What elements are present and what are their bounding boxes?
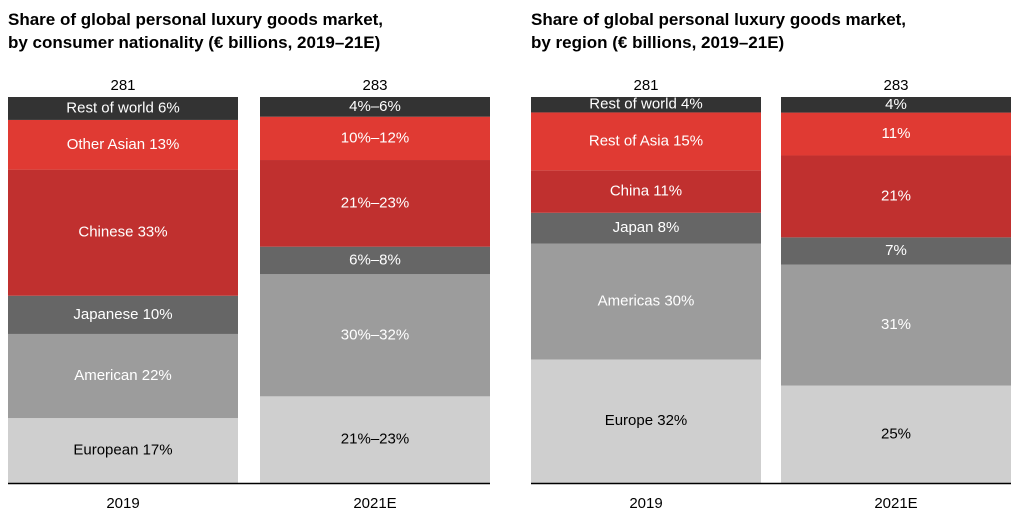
bar-segment — [531, 359, 761, 483]
segment-label: Americas 30% — [598, 293, 695, 310]
value-label: 21%–23% — [341, 431, 409, 448]
chart-title: by consumer nationality (€ billions, 201… — [8, 33, 380, 52]
value-label: 21%–23% — [341, 194, 409, 211]
bar-segment — [8, 119, 238, 170]
segment-label: American 22% — [74, 367, 172, 384]
value-label: 10%–12% — [341, 129, 409, 146]
value-label: 25% — [881, 425, 911, 442]
segment-label: 21%–23% — [341, 194, 409, 211]
segment-label: Rest of world 6% — [66, 99, 179, 116]
bar-segment — [531, 243, 761, 360]
value-label: 6%–8% — [349, 251, 401, 268]
x-tick-label: 2019 — [629, 495, 662, 512]
chart-title: Share of global personal luxury goods ma… — [8, 10, 383, 29]
segment-label: Other Asian 13% — [67, 136, 180, 153]
bar-segment — [531, 112, 761, 171]
series-name: China — [610, 183, 650, 200]
chart: Share of global personal luxury goods ma… — [8, 10, 490, 512]
bar-segment — [781, 112, 1011, 156]
value-label: 4% — [681, 96, 703, 113]
segment-label: 21% — [881, 187, 911, 204]
bar-segment — [781, 237, 1011, 265]
total-label: 281 — [110, 77, 135, 94]
chart-title: Share of global personal luxury goods ma… — [531, 10, 906, 29]
segment-label: Chinese 33% — [78, 224, 167, 241]
bar-segment — [8, 333, 238, 419]
bar-segment — [260, 274, 490, 397]
series-name: Europe — [605, 412, 653, 429]
segment-label: China 11% — [610, 183, 682, 200]
value-label: 17% — [143, 441, 173, 458]
value-label: 10% — [143, 306, 173, 323]
segment-label: 7% — [885, 242, 907, 259]
segment-label: 6%–8% — [349, 251, 401, 268]
segment-label: European 17% — [73, 441, 172, 458]
value-label: 4%–6% — [349, 98, 401, 115]
value-label: 22% — [142, 367, 172, 384]
series-name: Americas — [598, 293, 661, 310]
bar-segment — [260, 396, 490, 483]
bar-segment — [781, 97, 1011, 113]
bar-segment — [8, 97, 238, 120]
x-tick-label: 2021E — [353, 495, 396, 512]
chart: Share of global personal luxury goods ma… — [531, 10, 1011, 512]
bar-segment — [8, 418, 238, 483]
series-name: Rest of world — [66, 99, 154, 116]
value-label: 13% — [149, 136, 179, 153]
segment-label: 4%–6% — [349, 98, 401, 115]
value-label: 32% — [657, 412, 687, 429]
series-name: European — [73, 441, 138, 458]
chart-title: by region (€ billions, 2019–21E) — [531, 33, 784, 52]
series-name: Other Asian — [67, 136, 145, 153]
segment-label: Rest of world 4% — [589, 96, 702, 113]
segment-label: 4% — [885, 96, 907, 113]
total-label: 283 — [883, 77, 908, 94]
segment-label: 10%–12% — [341, 129, 409, 146]
segment-label: 31% — [881, 316, 911, 333]
bar-segment — [531, 97, 761, 113]
value-label: 4% — [885, 96, 907, 113]
value-label: 8% — [658, 219, 680, 236]
segment-label: Rest of Asia 15% — [589, 132, 703, 149]
series-name: Japan — [613, 219, 654, 236]
total-label: 281 — [633, 77, 658, 94]
segment-label: Europe 32% — [605, 412, 688, 429]
value-label: 31% — [881, 316, 911, 333]
value-label: 7% — [885, 242, 907, 259]
bar-segment — [260, 116, 490, 161]
bar-segment — [781, 155, 1011, 238]
value-label: 30% — [664, 293, 694, 310]
value-label: 11% — [653, 183, 682, 200]
value-label: 6% — [158, 99, 180, 116]
bar-segment — [531, 212, 761, 244]
bar-segment — [781, 264, 1011, 386]
series-name: Rest of world — [589, 96, 677, 113]
segment-label: Japan 8% — [613, 219, 680, 236]
bar-segment — [8, 169, 238, 296]
bar-segment — [781, 385, 1011, 483]
bar-segment — [260, 246, 490, 275]
value-label: 21% — [881, 187, 911, 204]
series-name: Japanese — [73, 306, 138, 323]
x-tick-label: 2019 — [106, 495, 139, 512]
segment-label: 30%–32% — [341, 326, 409, 343]
value-label: 11% — [882, 125, 911, 142]
series-name: American — [74, 367, 137, 384]
x-tick-label: 2021E — [874, 495, 917, 512]
series-name: Chinese — [78, 224, 133, 241]
bar-segment — [260, 160, 490, 247]
bar-segment — [531, 170, 761, 213]
value-label: 15% — [673, 132, 703, 149]
segment-label: 11% — [882, 125, 911, 142]
value-label: 33% — [138, 224, 168, 241]
bar-segment — [260, 97, 490, 117]
bar-segment — [8, 295, 238, 334]
total-label: 283 — [362, 77, 387, 94]
series-name: Rest of Asia — [589, 132, 670, 149]
segment-label: 25% — [881, 425, 911, 442]
segment-label: Japanese 10% — [73, 306, 172, 323]
value-label: 30%–32% — [341, 326, 409, 343]
segment-label: 21%–23% — [341, 431, 409, 448]
